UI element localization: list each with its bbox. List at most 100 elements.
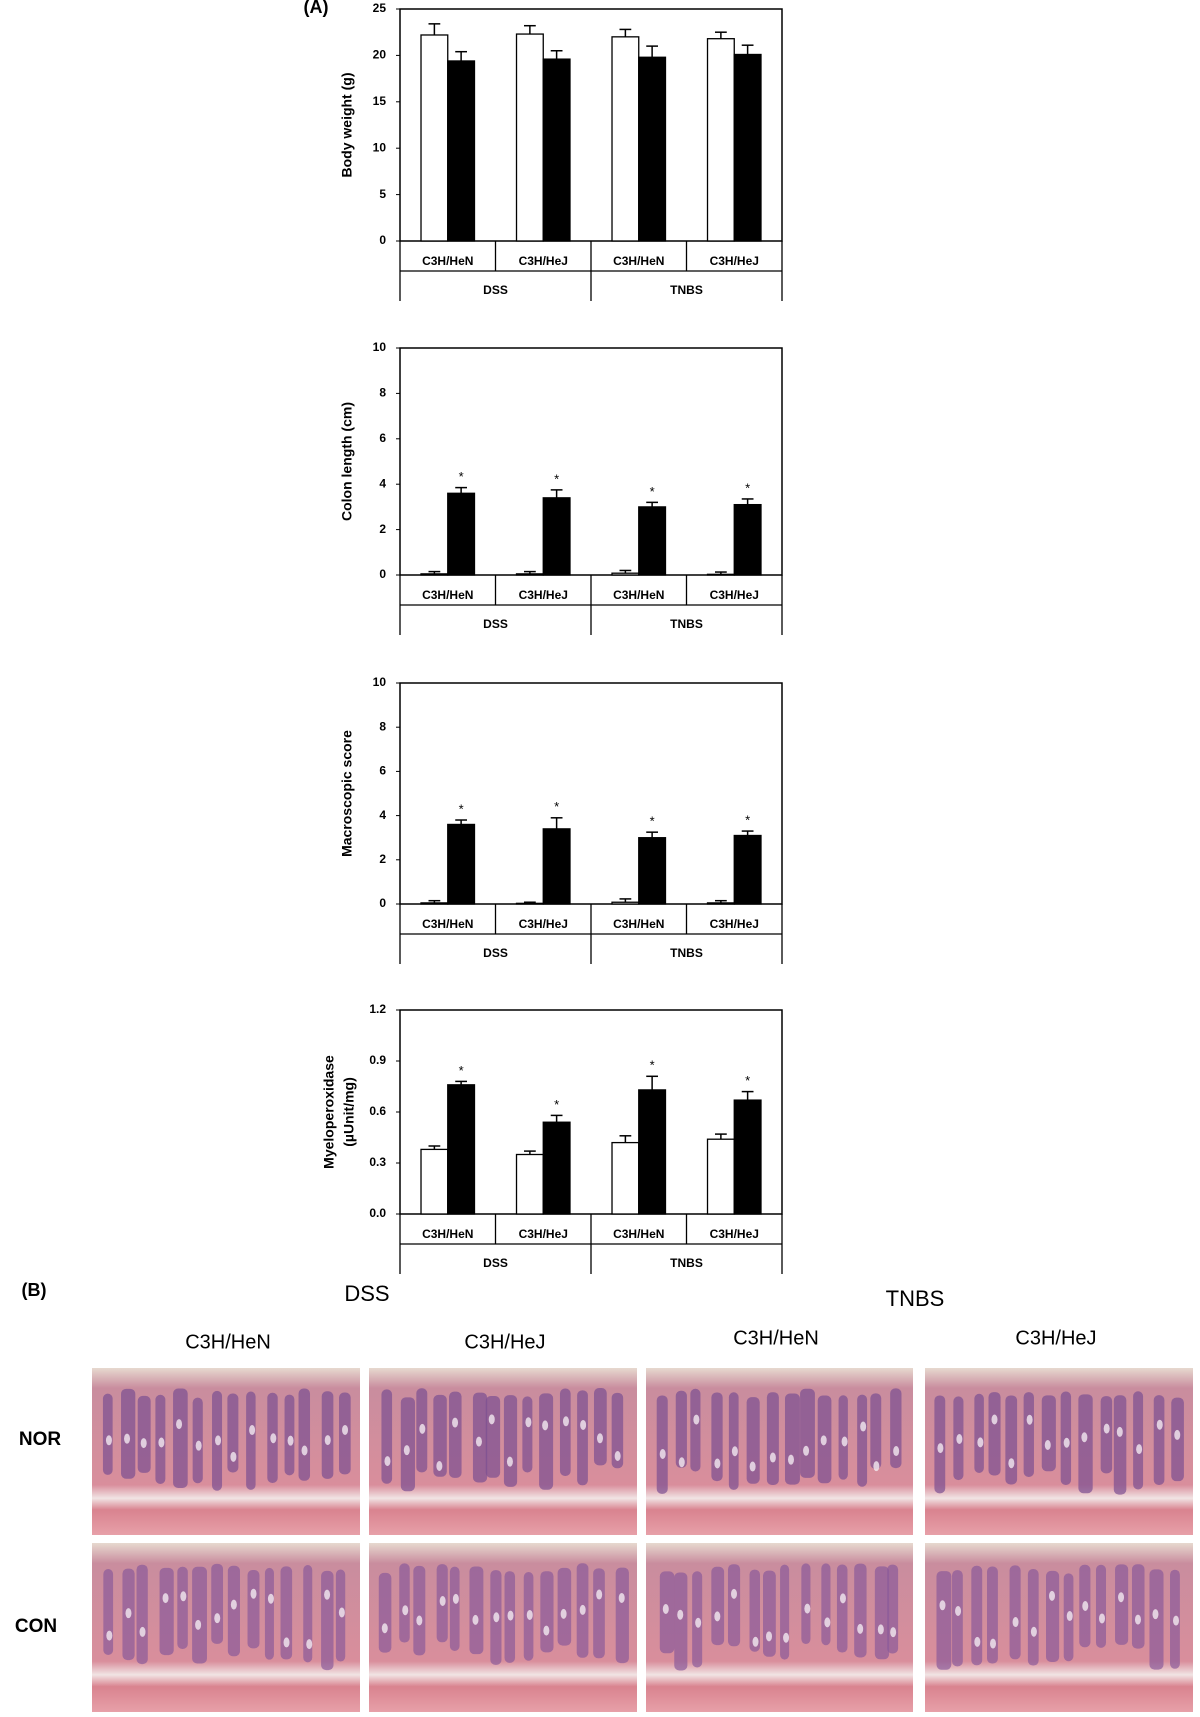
crypt xyxy=(988,1392,1001,1476)
goblet xyxy=(714,1458,721,1469)
y-tick-label: 20 xyxy=(373,48,387,62)
crypt xyxy=(192,1397,203,1484)
y-tick-label: 4 xyxy=(379,808,386,822)
y-tick-label: 10 xyxy=(373,675,387,689)
bar xyxy=(611,572,640,576)
bar xyxy=(515,902,544,905)
histology-image xyxy=(646,1543,913,1712)
goblet xyxy=(475,1436,482,1447)
bar xyxy=(706,1138,735,1215)
crypt xyxy=(746,1397,760,1484)
crypt xyxy=(857,1394,868,1487)
crypt xyxy=(173,1388,188,1488)
bar xyxy=(706,38,735,242)
crypt xyxy=(227,1393,239,1473)
goblet xyxy=(162,1593,169,1604)
histology-image xyxy=(92,1368,360,1535)
y-axis-label: Colon length (cm) xyxy=(339,402,355,521)
goblet xyxy=(306,1639,313,1650)
goblet xyxy=(991,1414,998,1425)
bar xyxy=(733,503,762,576)
y-tick-label: 0 xyxy=(379,233,386,247)
crypt xyxy=(192,1566,207,1664)
goblet xyxy=(860,1421,867,1432)
group-label: DSS xyxy=(483,1256,508,1270)
goblet xyxy=(526,1609,533,1620)
crypt xyxy=(593,1388,607,1466)
y-tick-label: 10 xyxy=(373,340,387,354)
group-label: TNBS xyxy=(670,283,703,297)
goblet xyxy=(176,1419,183,1430)
bar xyxy=(515,33,544,242)
row-label: CON xyxy=(15,1616,57,1637)
goblet xyxy=(678,1457,685,1468)
bar xyxy=(447,492,476,576)
goblet xyxy=(695,1617,702,1628)
goblet xyxy=(403,1445,410,1456)
column-label: C3H/HeJ xyxy=(464,1331,545,1353)
goblet xyxy=(436,1461,443,1472)
goblet xyxy=(1098,1613,1105,1624)
x-tick-label: C3H/HeJ xyxy=(710,588,759,602)
goblet xyxy=(1008,1458,1015,1469)
y-tick-label: 0.0 xyxy=(369,1206,386,1220)
crypt xyxy=(211,1563,224,1644)
crypt xyxy=(399,1563,410,1643)
goblet xyxy=(803,1445,810,1456)
column-label: C3H/HeN xyxy=(733,1327,819,1349)
column-label: C3H/HeN xyxy=(185,1331,271,1353)
bar xyxy=(447,1084,476,1215)
crypt xyxy=(557,1567,572,1646)
goblet xyxy=(596,1433,603,1444)
crypt xyxy=(936,1571,952,1670)
group-label: TNBS xyxy=(670,1256,703,1270)
crypt xyxy=(800,1388,815,1478)
crypt xyxy=(577,1390,588,1486)
group-label: DSS xyxy=(483,946,508,960)
crypt xyxy=(449,1566,460,1651)
goblet xyxy=(488,1414,495,1425)
significance-marker: * xyxy=(745,813,750,828)
crypt xyxy=(1100,1396,1113,1474)
bar xyxy=(706,573,735,576)
goblet xyxy=(730,1588,737,1599)
crypt xyxy=(763,1570,776,1657)
y-tick-label: 0.9 xyxy=(369,1053,386,1067)
goblet xyxy=(1152,1609,1159,1620)
bar xyxy=(611,901,640,905)
crypt xyxy=(303,1564,313,1663)
crypt xyxy=(1149,1569,1164,1670)
column-label: C3H/HeJ xyxy=(1015,1327,1096,1349)
crypt xyxy=(400,1397,415,1492)
goblet xyxy=(580,1419,587,1430)
goblet xyxy=(105,1435,112,1446)
goblet xyxy=(787,1454,794,1465)
histology-image xyxy=(92,1543,360,1712)
crypt xyxy=(728,1392,739,1490)
goblet xyxy=(180,1591,187,1602)
goblet xyxy=(525,1417,532,1428)
crypt xyxy=(1115,1564,1129,1645)
bar xyxy=(733,1099,762,1215)
histology-image xyxy=(369,1543,637,1712)
crypt xyxy=(711,1566,725,1646)
crypt xyxy=(674,1572,688,1671)
goblet xyxy=(677,1609,684,1620)
x-tick-label: C3H/HeJ xyxy=(519,1227,568,1241)
bar xyxy=(420,1148,449,1215)
bar xyxy=(638,56,667,242)
goblet xyxy=(543,1625,550,1636)
bar xyxy=(447,60,476,242)
goblet xyxy=(937,1443,944,1454)
goblet xyxy=(659,1449,666,1460)
goblet xyxy=(839,1593,846,1604)
crypt xyxy=(1005,1395,1018,1485)
goblet xyxy=(873,1461,880,1472)
significance-marker: * xyxy=(459,469,464,484)
crypt xyxy=(284,1394,295,1476)
goblet xyxy=(283,1637,290,1648)
bar xyxy=(420,34,449,242)
goblet xyxy=(140,1438,147,1449)
goblet xyxy=(618,1592,625,1603)
